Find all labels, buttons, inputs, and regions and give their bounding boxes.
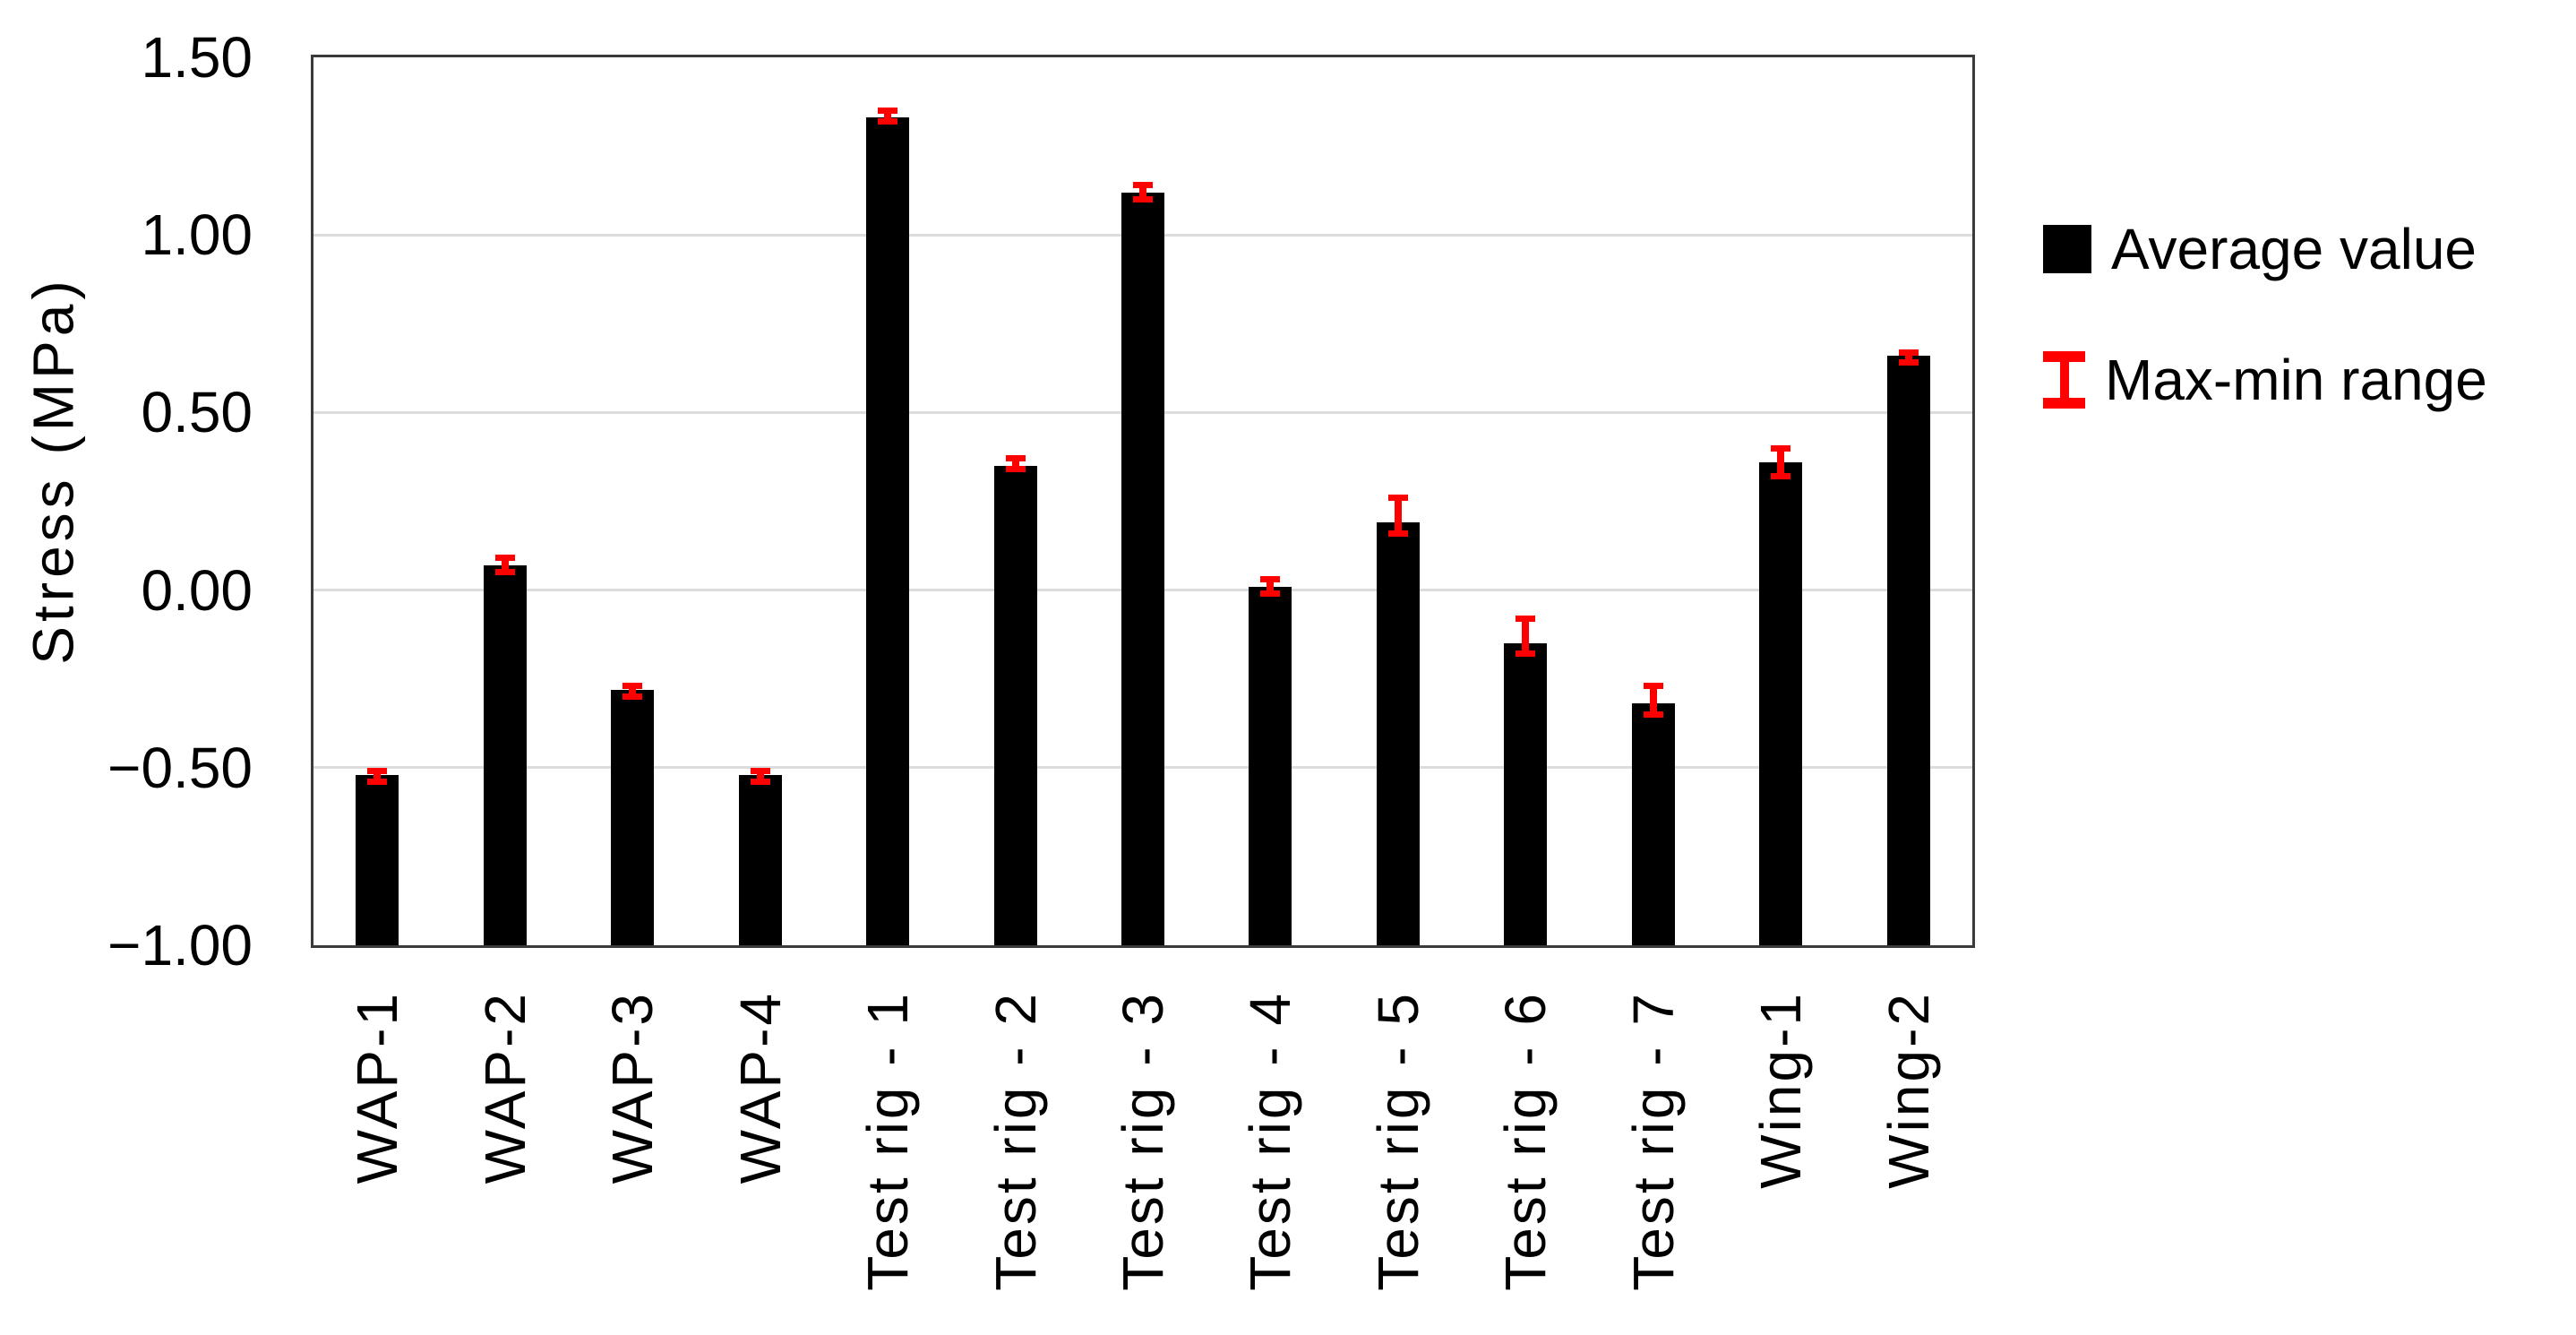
- bar-WAP-3: [611, 689, 655, 945]
- error-bar-min-cap-Test rig - 7: [1643, 711, 1663, 718]
- error-bar-min-cap-WAP-3: [623, 693, 643, 701]
- y-tick-label-0.00: 0.00: [141, 557, 253, 623]
- black-square-marker: [2043, 225, 2091, 273]
- x-axis-label-Test rig - 1: Test rig - 1: [855, 991, 921, 1291]
- x-axis-label-Test rig - 5: Test rig - 5: [1365, 991, 1430, 1291]
- error-bar-stem-WAP-1: [374, 771, 382, 782]
- error-bar-min-cap-WAP-1: [367, 779, 388, 786]
- error-bar-max-cap-WAP-1: [367, 768, 388, 775]
- legend-label-average-value: Average value: [2111, 217, 2477, 281]
- x-axis-label-WAP-1: WAP-1: [345, 991, 410, 1184]
- error-bar-min-cap-Test rig - 1: [878, 117, 898, 125]
- legend-item-max-min-range: Max-min range: [2043, 349, 2487, 411]
- bar-WAP-4: [738, 774, 782, 945]
- error-bar-max-cap-Test rig - 5: [1387, 495, 1408, 502]
- x-axis-label-Test rig - 4: Test rig - 4: [1238, 991, 1303, 1291]
- bar-Test rig - 4: [1249, 586, 1292, 945]
- bar-Test rig - 7: [1631, 703, 1675, 945]
- x-axis-label-Wing-2: Wing-2: [1876, 991, 1941, 1189]
- bar-WAP-2: [483, 564, 527, 945]
- legend: Average value Max-min range: [2043, 218, 2487, 411]
- error-bar-min-cap-Test rig - 5: [1387, 530, 1408, 537]
- error-bar-max-cap-Wing-2: [1898, 349, 1919, 356]
- y-tick-label-1.00: 1.00: [141, 202, 253, 268]
- error-bar-min-cap-Test rig - 2: [1005, 466, 1026, 473]
- error-bar-stem-Test rig - 1: [884, 110, 892, 122]
- y-tick-label-0.50: 0.50: [141, 380, 253, 445]
- x-axis-label-Test rig - 3: Test rig - 3: [1111, 991, 1175, 1291]
- error-bar-max-cap-Wing-1: [1771, 444, 1791, 452]
- error-bar-max-cap-WAP-4: [750, 768, 770, 775]
- bar-Wing-1: [1759, 461, 1803, 945]
- error-bar-stem-Test rig - 6: [1522, 618, 1530, 654]
- y-tick-label-1.50: 1.50: [141, 25, 253, 90]
- legend-item-average-value: Average value: [2043, 218, 2487, 280]
- bar-Test rig - 2: [993, 465, 1037, 945]
- bar-WAP-1: [356, 774, 399, 945]
- bar-Test rig - 3: [1121, 192, 1164, 945]
- error-bar-min-cap-Wing-2: [1898, 359, 1919, 366]
- error-bar-max-cap-Test rig - 4: [1260, 576, 1281, 583]
- red-error-bar-icon: [2043, 351, 2085, 409]
- error-bar-max-cap-WAP-3: [623, 683, 643, 690]
- legend-label-max-min-range: Max-min range: [2105, 348, 2487, 412]
- error-bar-min-cap-Test rig - 6: [1516, 650, 1536, 658]
- error-bar-stem-Test rig - 2: [1011, 458, 1019, 469]
- bar-Test rig - 6: [1504, 643, 1548, 945]
- error-bar-max-cap-Test rig - 6: [1516, 615, 1536, 622]
- error-bar-max-cap-Test rig - 3: [1133, 182, 1153, 189]
- y-tick-label-−1.00: −1.00: [107, 913, 253, 978]
- error-bar-stem-Test rig - 5: [1394, 497, 1402, 534]
- error-bar-min-cap-Test rig - 4: [1260, 590, 1281, 598]
- x-axis-label-WAP-3: WAP-3: [600, 991, 665, 1184]
- error-bar-stem-WAP-4: [756, 771, 764, 782]
- error-bar-stem-Test rig - 4: [1267, 579, 1275, 594]
- error-bar-stem-Wing-1: [1777, 448, 1785, 477]
- error-bar-min-cap-WAP-2: [494, 569, 515, 576]
- bar-Test rig - 5: [1376, 522, 1420, 945]
- y-tick-label-−0.50: −0.50: [107, 735, 253, 800]
- x-axis-label-Test rig - 7: Test rig - 7: [1620, 991, 1686, 1291]
- error-bar-stem-Test rig - 3: [1139, 185, 1146, 200]
- x-axis-label-Test rig - 6: Test rig - 6: [1493, 991, 1558, 1291]
- error-bar-min-cap-Wing-1: [1771, 473, 1791, 480]
- x-axis-label-WAP-2: WAP-2: [472, 991, 537, 1184]
- error-bar-stem-Test rig - 7: [1649, 685, 1657, 715]
- error-bar-stem-WAP-3: [629, 685, 637, 697]
- bar-Test rig - 1: [866, 117, 910, 945]
- error-bar-stem-Wing-2: [1904, 352, 1912, 363]
- x-axis-label-Wing-1: Wing-1: [1748, 991, 1814, 1189]
- bar-Wing-2: [1886, 355, 1930, 945]
- x-axis-label-Test rig - 2: Test rig - 2: [983, 991, 1048, 1291]
- error-bar-max-cap-Test rig - 7: [1643, 683, 1663, 690]
- error-bar-max-cap-Test rig - 1: [878, 107, 898, 114]
- error-bar-min-cap-Test rig - 3: [1133, 196, 1153, 203]
- error-bar-max-cap-Test rig - 2: [1005, 455, 1026, 462]
- error-bar-min-cap-WAP-4: [750, 779, 770, 786]
- error-bar-max-cap-WAP-2: [494, 555, 515, 562]
- error-bar-stem-WAP-2: [501, 557, 509, 573]
- plot-area: [311, 55, 1975, 948]
- x-axis-label-WAP-4: WAP-4: [727, 991, 793, 1184]
